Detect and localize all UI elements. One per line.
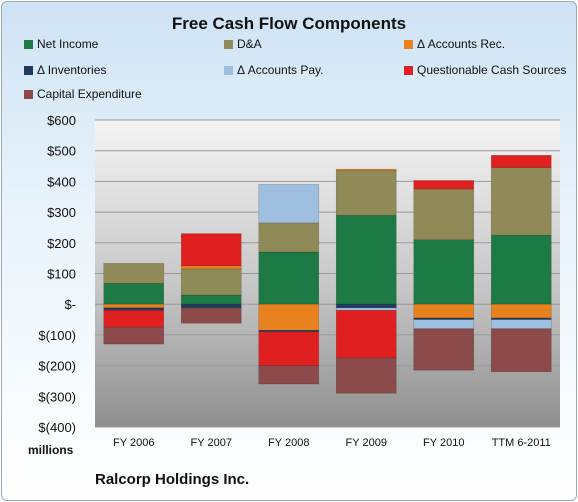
y-tick-label: $100	[47, 267, 76, 282]
legend-item: Net Income	[24, 37, 98, 51]
bar-segment	[180, 268, 242, 296]
y-tick-label: $400	[47, 174, 76, 189]
bar-segment	[413, 319, 475, 330]
legend-item: Questionable Cash Sources	[404, 63, 566, 77]
y-tick-label: $300	[47, 205, 76, 220]
bar-segment	[258, 303, 320, 331]
units-label: millions	[28, 443, 74, 457]
x-tick-label: FY 2006	[113, 437, 154, 449]
legend-swatch	[24, 40, 33, 49]
legend-item: D&A	[224, 37, 262, 51]
legend-swatch	[224, 40, 233, 49]
x-tick-label: FY 2009	[346, 437, 387, 449]
bar-segment	[103, 303, 165, 309]
bar-segment	[258, 251, 320, 305]
bar-segment	[103, 326, 165, 345]
y-tick-label: $200	[47, 236, 76, 251]
bar-segment	[335, 307, 397, 311]
y-tick-label: $(100)	[38, 328, 76, 343]
y-tick-label: $600	[47, 113, 76, 128]
x-tick-label: TTM 6-2011	[492, 437, 551, 449]
y-tick-label: $500	[47, 144, 76, 159]
legend-label: Δ Accounts Rec.	[417, 37, 506, 51]
bar-segment	[335, 303, 397, 309]
x-tick-label: FY 2007	[191, 437, 232, 449]
legend-label: Net Income	[37, 37, 99, 51]
bar-segment	[335, 168, 397, 171]
bar-segment	[490, 303, 552, 319]
chart-title: Free Cash Flow Components	[171, 14, 407, 33]
x-tick-label: FY 2010	[423, 437, 464, 449]
legend-item: Δ Accounts Rec.	[404, 37, 505, 51]
bar-segment	[258, 222, 320, 253]
bar-segment	[180, 303, 242, 309]
x-tick-label: FY 2008	[268, 437, 309, 449]
legend-swatch	[24, 90, 33, 99]
bar-segment	[103, 263, 165, 284]
legend-label: D&A	[237, 37, 262, 51]
bar-segment	[335, 170, 397, 216]
y-tick-label: $(400)	[38, 420, 76, 435]
y-tick-label: $(300)	[38, 389, 76, 404]
bar-segment	[103, 310, 165, 328]
bar-segment	[413, 188, 475, 241]
legend-label: Δ Inventories	[37, 63, 107, 77]
bar-segment	[335, 310, 397, 359]
bar-segment	[180, 294, 242, 305]
legend-swatch	[404, 40, 413, 49]
bar-segment	[180, 265, 242, 270]
legend-label: Δ Accounts Pay.	[237, 63, 324, 77]
legend-item: Capital Expenditure	[24, 87, 142, 101]
bar-segment	[103, 307, 165, 311]
bar-segment	[180, 233, 242, 267]
bar-segment	[413, 328, 475, 371]
legend-swatch	[224, 66, 233, 75]
legend-item: Δ Accounts Pay.	[224, 63, 324, 77]
bar-segment	[180, 307, 242, 324]
legend-label: Questionable Cash Sources	[417, 63, 567, 77]
y-tick-label: $(200)	[38, 359, 76, 374]
bar-segment	[258, 365, 320, 385]
bar-segment	[258, 184, 320, 224]
bar-segment	[490, 155, 552, 168]
bar-segment	[413, 303, 475, 319]
y-tick-label: $-	[64, 297, 76, 312]
bar-segment	[258, 331, 320, 366]
bar-segment	[413, 239, 475, 305]
company-label: Ralcorp Holdings Inc.	[95, 471, 250, 488]
bar-segment	[335, 357, 397, 394]
bar-segment	[335, 214, 397, 305]
legend-swatch	[404, 66, 413, 75]
bar-segment	[490, 319, 552, 330]
bar-segment	[103, 283, 165, 305]
legend-label: Capital Expenditure	[37, 87, 142, 101]
legend-swatch	[24, 66, 33, 75]
bar-segment	[413, 180, 475, 190]
bar-segment	[490, 328, 552, 373]
bar-segment	[490, 167, 552, 236]
bar-segment	[490, 234, 552, 305]
legend-item: Δ Inventories	[24, 63, 106, 77]
